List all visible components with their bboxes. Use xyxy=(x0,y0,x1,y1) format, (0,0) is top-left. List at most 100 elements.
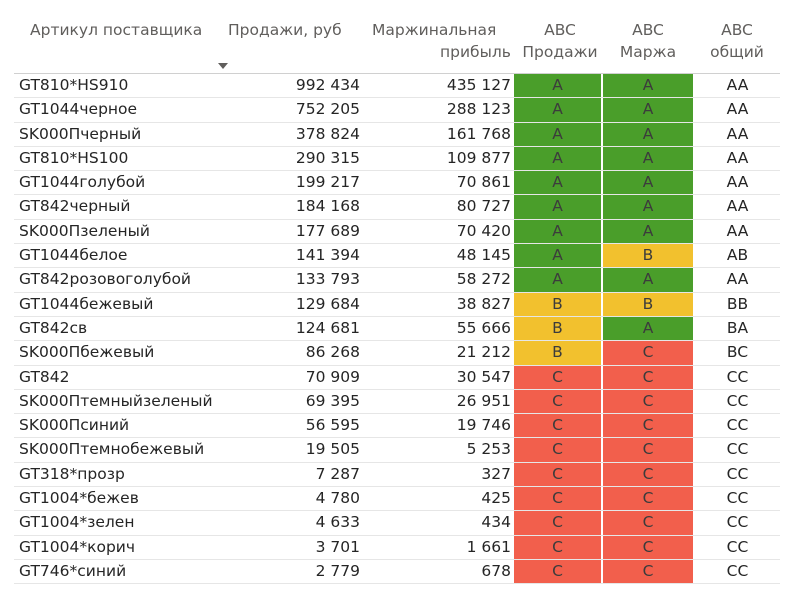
table-row[interactable]: SK000Псиний 56 595 19 746 C C CC xyxy=(14,414,780,439)
margin-cell: 425 xyxy=(481,489,511,508)
article-cell: SK000Птемнобежевый xyxy=(19,440,205,459)
abc-total-cell: AA xyxy=(726,270,749,289)
article-cell: GT746*синий xyxy=(19,561,127,580)
abc-margin-cell: C xyxy=(603,414,693,438)
abc-sales-cell: C xyxy=(514,511,601,535)
sales-cell: 3 701 xyxy=(315,537,360,556)
sort-descending-icon[interactable] xyxy=(218,63,228,69)
sales-cell: 69 395 xyxy=(305,391,360,410)
column-header-abc-sales-line1: ABC xyxy=(544,21,576,39)
margin-cell: 327 xyxy=(481,464,511,483)
margin-cell: 80 727 xyxy=(456,197,511,216)
article-cell: GT842розовоголубой xyxy=(19,270,191,289)
abc-margin-cell: C xyxy=(603,389,693,414)
table-row[interactable]: GT1004*бежев 4 780 425 C C CC xyxy=(14,487,780,512)
margin-cell: 38 827 xyxy=(456,294,511,313)
abc-sales-cell: A xyxy=(514,244,601,268)
margin-cell: 70 420 xyxy=(456,221,511,240)
column-header-abc-total[interactable]: ABC общий xyxy=(706,19,768,63)
abc-sales-cell: C xyxy=(514,414,601,438)
abc-sales-cell: A xyxy=(514,74,601,98)
margin-cell: 288 123 xyxy=(446,100,511,119)
column-header-article[interactable]: Артикул поставщика xyxy=(30,19,202,41)
table-row[interactable]: GT842черный 184 168 80 727 A A AA xyxy=(14,195,780,220)
article-cell: GT842черный xyxy=(19,197,131,216)
table-row[interactable]: SK000Птемныйзеленый 69 395 26 951 C C CC xyxy=(14,389,780,415)
abc-margin-cell: C xyxy=(603,438,693,462)
table-row[interactable]: GT1004*корич 3 701 1 661 C C CC xyxy=(14,535,780,560)
table-row[interactable]: SK000Пзеленый 177 689 70 420 A A AA xyxy=(14,219,780,245)
table-row[interactable]: GT1044голубой 199 217 70 861 A A AA xyxy=(14,171,780,196)
column-header-margin[interactable]: Маржинальная прибыль xyxy=(372,19,511,63)
margin-cell: 161 768 xyxy=(446,124,511,143)
table-row[interactable]: SK000Птемнобежевый 19 505 5 253 C C CC xyxy=(14,438,780,463)
abc-margin-cell: C xyxy=(603,365,693,389)
table-row[interactable]: GT1044белое 141 394 48 145 A B AB xyxy=(14,244,780,269)
table-row[interactable]: GT810*HS100 290 315 109 877 A A AA xyxy=(14,146,780,172)
table-row[interactable]: GT1004*зелен 4 633 434 C C CC xyxy=(14,511,780,536)
table-row[interactable]: GT810*HS910 992 434 435 127 A A AA xyxy=(14,74,780,99)
table-row[interactable]: GT746*синий 2 779 678 C C CC xyxy=(14,559,780,585)
column-header-sales[interactable]: Продажи, руб xyxy=(228,19,342,41)
table-row[interactable]: GT318*прозр 7 287 327 C C CC xyxy=(14,462,780,488)
abc-sales-cell: C xyxy=(514,535,601,559)
abc-total-cell: CC xyxy=(726,489,749,508)
sales-cell: 70 909 xyxy=(305,367,360,386)
abc-sales-cell: C xyxy=(514,389,601,414)
table-row[interactable]: SK000Пчерный 378 824 161 768 A A AA xyxy=(14,122,780,147)
column-header-abc-total-line2: общий xyxy=(710,43,764,61)
article-cell: GT1044бежевый xyxy=(19,294,154,313)
abc-sales-cell: C xyxy=(514,365,601,389)
margin-cell: 1 661 xyxy=(466,537,511,556)
article-cell: GT1004*корич xyxy=(19,537,136,556)
article-cell: SK000Пбежевый xyxy=(19,343,155,362)
table-row[interactable]: SK000Пбежевый 86 268 21 212 B C BC xyxy=(14,341,780,366)
table-row[interactable]: GT842 70 909 30 547 C C CC xyxy=(14,365,780,390)
abc-margin-cell: A xyxy=(603,122,693,146)
abc-sales-cell: C xyxy=(514,438,601,462)
margin-cell: 58 272 xyxy=(456,270,511,289)
table-row[interactable]: GT1044бежевый 129 684 38 827 B B BB xyxy=(14,292,780,317)
abc-total-cell: AA xyxy=(726,124,749,143)
article-cell: GT1004*зелен xyxy=(19,513,135,532)
article-cell: SK000Пзеленый xyxy=(19,221,150,240)
column-header-margin-line1: Маржинальная xyxy=(372,21,497,39)
abc-total-cell: AA xyxy=(726,76,749,94)
table-body: GT810*HS910 992 434 435 127 A A AA GT1044черно… xyxy=(14,74,780,585)
margin-cell: 19 746 xyxy=(456,416,511,435)
sales-cell: 56 595 xyxy=(305,416,360,435)
article-cell: GT318*прозр xyxy=(19,464,125,483)
margin-cell: 48 145 xyxy=(456,246,511,265)
sales-cell: 124 681 xyxy=(295,318,360,337)
article-cell: GT1044черное xyxy=(19,100,138,119)
column-header-abc-margin[interactable]: ABC Маржа xyxy=(612,19,684,63)
abc-margin-cell: A xyxy=(603,316,693,341)
sales-cell: 19 505 xyxy=(305,440,360,459)
abc-sales-cell: C xyxy=(514,559,601,584)
column-header-sales-label: Продажи, руб xyxy=(228,21,342,39)
margin-cell: 30 547 xyxy=(456,367,511,386)
abc-margin-cell: A xyxy=(603,195,693,219)
sales-cell: 7 287 xyxy=(315,464,360,483)
sales-cell: 177 689 xyxy=(295,221,360,240)
abc-sales-cell: B xyxy=(514,292,601,316)
table-row[interactable]: GT842св 124 681 55 666 B A BA xyxy=(14,316,780,342)
abc-margin-cell: A xyxy=(603,146,693,171)
article-cell: GT842 xyxy=(19,367,70,386)
abc-sales-cell: A xyxy=(514,122,601,146)
column-header-abc-margin-line1: ABC xyxy=(632,21,664,39)
abc-margin-cell: C xyxy=(603,559,693,584)
sales-cell: 199 217 xyxy=(295,173,360,192)
table-row[interactable]: GT842розовоголубой 133 793 58 272 A A AA xyxy=(14,268,780,293)
article-cell: SK000Пчерный xyxy=(19,124,142,143)
margin-cell: 109 877 xyxy=(446,148,511,167)
abc-sales-cell: A xyxy=(514,146,601,171)
abc-total-cell: AA xyxy=(726,221,749,240)
column-header-abc-sales[interactable]: ABC Продажи xyxy=(520,19,600,63)
abc-total-cell: CC xyxy=(726,513,749,532)
margin-cell: 70 861 xyxy=(456,173,511,192)
abc-margin-cell: B xyxy=(603,292,693,316)
abc-total-cell: CC xyxy=(726,391,749,410)
sales-cell: 133 793 xyxy=(295,270,360,289)
table-row[interactable]: GT1044черное 752 205 288 123 A A AA xyxy=(14,98,780,123)
